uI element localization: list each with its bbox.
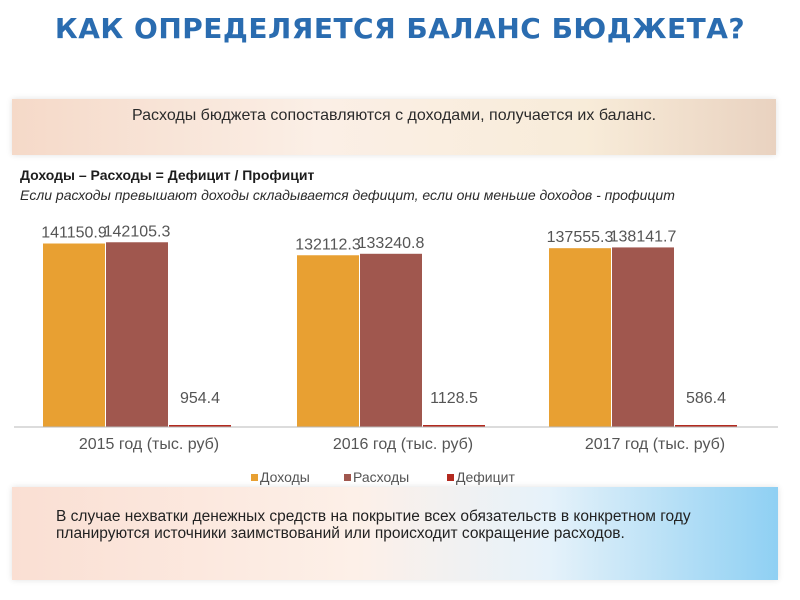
page-title: КАК ОПРЕДЕЛЯЕТСЯ БАЛАНС БЮДЖЕТА? bbox=[54, 12, 746, 45]
legend-label-0: Доходы bbox=[260, 469, 310, 485]
bar-series-0-cat-2 bbox=[549, 248, 611, 427]
bar-series-1-cat-0 bbox=[106, 242, 168, 427]
value-label-series-0-cat-0: 141150.9 bbox=[41, 225, 107, 242]
bottom-note-box: В случае нехватки денежных средств на по… bbox=[12, 487, 778, 580]
bar-series-2-cat-0 bbox=[169, 425, 231, 427]
formula: Доходы – Расходы = Дефицит / Профицит bbox=[20, 167, 315, 183]
bar-series-0-cat-1 bbox=[297, 255, 359, 427]
category-label-1: 2016 год (тыс. руб) bbox=[333, 436, 473, 453]
formula-note: Если расходы превышают доходы складывает… bbox=[20, 187, 675, 203]
value-label-series-0-cat-2: 137555.3 bbox=[547, 229, 614, 246]
category-label-2: 2017 год (тыс. руб) bbox=[585, 436, 725, 453]
value-label-series-2-cat-0: 954.4 bbox=[180, 390, 220, 407]
value-label-series-1-cat-1: 133240.8 bbox=[358, 235, 425, 252]
legend-swatch-2 bbox=[447, 474, 454, 481]
chart-legend: Доходы Расходы Дефицит bbox=[251, 469, 515, 485]
legend-swatch-1 bbox=[344, 474, 351, 481]
bar-series-2-cat-2 bbox=[675, 425, 737, 427]
legend-swatch-0 bbox=[251, 474, 258, 481]
intro-box: Расходы бюджета сопоставляются с доходам… bbox=[12, 99, 776, 155]
bar-series-2-cat-1 bbox=[423, 425, 485, 427]
bar-series-1-cat-2 bbox=[612, 247, 674, 427]
value-label-series-2-cat-2: 586.4 bbox=[686, 390, 726, 407]
bar-series-1-cat-1 bbox=[360, 253, 422, 427]
intro-text: Расходы бюджета сопоставляются с доходам… bbox=[131, 107, 657, 124]
value-label-series-1-cat-0: 142105.3 bbox=[104, 223, 171, 240]
value-label-series-2-cat-1: 1128.5 bbox=[430, 390, 478, 407]
legend-label-2: Дефицит bbox=[456, 469, 515, 485]
category-label-0: 2015 год (тыс. руб) bbox=[79, 436, 219, 453]
bar-series-0-cat-0 bbox=[43, 243, 105, 427]
bottom-note-text: В случае нехватки денежных средств на по… bbox=[56, 508, 691, 542]
legend-label-1: Расходы bbox=[353, 469, 409, 485]
value-label-series-1-cat-2: 138141.7 bbox=[610, 228, 677, 245]
value-label-series-0-cat-1: 132112.3 bbox=[295, 236, 361, 253]
